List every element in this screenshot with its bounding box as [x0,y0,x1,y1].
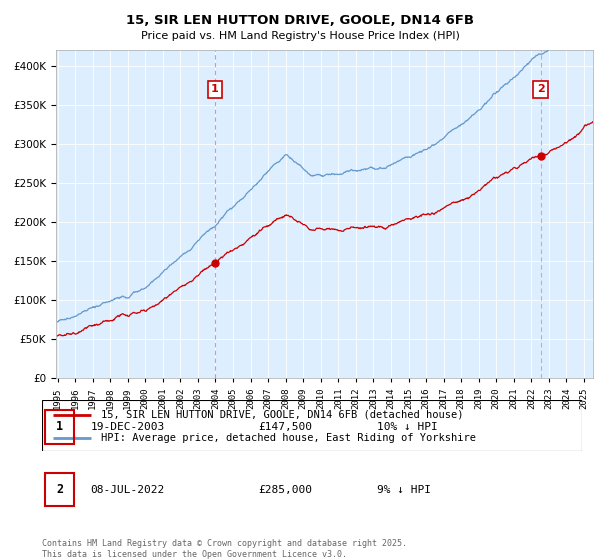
Text: 2: 2 [56,483,63,496]
Text: 08-JUL-2022: 08-JUL-2022 [91,485,165,495]
Text: Contains HM Land Registry data © Crown copyright and database right 2025.
This d: Contains HM Land Registry data © Crown c… [42,539,407,559]
Text: HPI: Average price, detached house, East Riding of Yorkshire: HPI: Average price, detached house, East… [101,433,476,443]
Text: 1: 1 [211,85,219,95]
Bar [45,473,74,506]
Text: 1: 1 [56,421,63,433]
Text: 15, SIR LEN HUTTON DRIVE, GOOLE, DN14 6FB: 15, SIR LEN HUTTON DRIVE, GOOLE, DN14 6F… [126,14,474,27]
Text: 19-DEC-2003: 19-DEC-2003 [91,422,165,432]
Text: £285,000: £285,000 [258,485,312,495]
Text: 2: 2 [537,85,545,95]
Text: Price paid vs. HM Land Registry's House Price Index (HPI): Price paid vs. HM Land Registry's House … [140,31,460,41]
Text: £147,500: £147,500 [258,422,312,432]
Bar [45,410,74,444]
Text: 15, SIR LEN HUTTON DRIVE, GOOLE, DN14 6FB (detached house): 15, SIR LEN HUTTON DRIVE, GOOLE, DN14 6F… [101,409,464,419]
Text: 10% ↓ HPI: 10% ↓ HPI [377,422,437,432]
Text: 9% ↓ HPI: 9% ↓ HPI [377,485,431,495]
